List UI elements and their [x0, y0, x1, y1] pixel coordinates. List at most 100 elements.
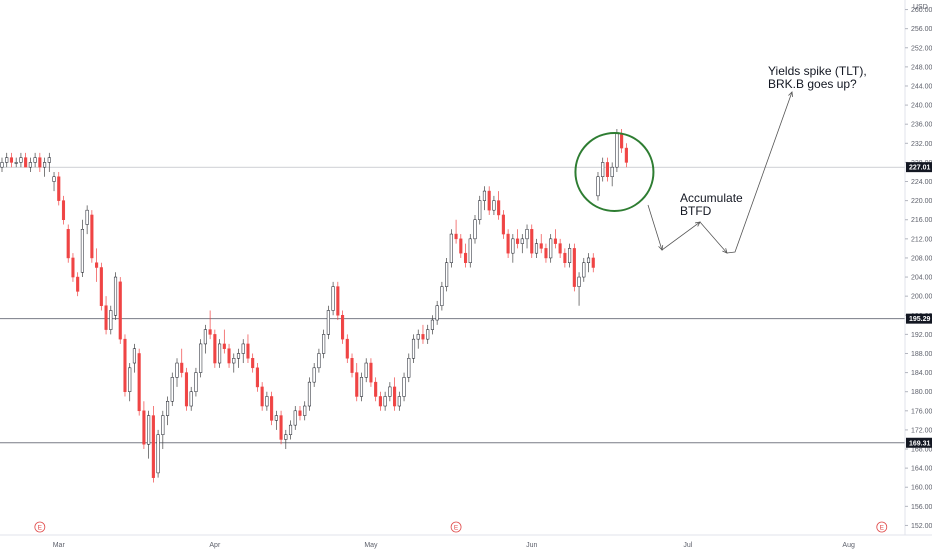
- y-tick-label: 244.00: [911, 83, 932, 90]
- candle-body: [90, 214, 94, 259]
- candle-body: [326, 310, 330, 335]
- candle: [610, 162, 614, 187]
- candle-body: [170, 377, 174, 402]
- candle-body: [222, 343, 226, 349]
- price-tag: [906, 437, 932, 448]
- price-tag-label: 195.29: [909, 316, 931, 323]
- candle-body: [38, 157, 42, 168]
- candle: [516, 229, 520, 249]
- candle: [142, 401, 146, 450]
- candle: [232, 353, 236, 373]
- x-tick-label: Aug: [842, 542, 855, 549]
- candle: [473, 214, 477, 244]
- candle-body: [123, 338, 127, 392]
- earnings-circle: [450, 521, 462, 533]
- candle: [14, 157, 18, 168]
- candle: [274, 410, 278, 430]
- candle: [497, 191, 501, 220]
- candle-body: [620, 133, 624, 149]
- candle-body: [33, 157, 37, 163]
- earnings-marker[interactable]: E: [34, 521, 46, 533]
- candle-body: [251, 358, 255, 369]
- candle: [534, 238, 539, 258]
- candle: [435, 300, 439, 325]
- candle-body: [383, 396, 387, 407]
- candle-body: [563, 252, 567, 263]
- annotation-layer: Accumulate BTFD Yields spike (TLT), BRK.B g…: [574, 64, 867, 254]
- time-axis[interactable]: MarAprMayJunJulAugSepOctNovDec2021FebMar: [53, 542, 932, 549]
- arrowhead-icon: [658, 244, 664, 251]
- candle-body: [468, 238, 472, 263]
- candle: [539, 234, 543, 254]
- candle-body: [14, 162, 18, 164]
- candle: [251, 353, 255, 373]
- candle: [558, 238, 562, 258]
- y-tick-label: 176.00: [911, 408, 932, 415]
- candle: [553, 229, 557, 249]
- level-lines: [0, 166, 905, 444]
- candle: [336, 281, 340, 321]
- candle-body: [516, 238, 520, 244]
- candle: [369, 358, 373, 387]
- candle-body: [166, 401, 170, 416]
- candle: [218, 339, 222, 368]
- candle-body: [393, 386, 397, 407]
- candle-body: [270, 396, 274, 421]
- earnings-marker[interactable]: E: [450, 521, 462, 533]
- candle-body: [71, 257, 75, 278]
- candle-body: [426, 329, 430, 340]
- candle-body: [388, 386, 392, 397]
- candle-body: [24, 157, 28, 168]
- candle: [270, 391, 274, 426]
- candle-body: [355, 372, 359, 397]
- candle-body: [487, 190, 491, 211]
- candle-body: [132, 348, 136, 364]
- price-axis[interactable]: USD 152.00 156.00 160.00 164.00 168.00 172.00 1…: [0, 0, 932, 536]
- candle: [331, 281, 335, 316]
- candle-body: [582, 262, 586, 278]
- y-tick-label: 208.00: [911, 255, 932, 262]
- candle-body: [369, 362, 373, 383]
- candle-body: [435, 305, 439, 321]
- candle: [61, 195, 66, 225]
- y-tick-label: 236.00: [911, 122, 932, 129]
- candle: [33, 152, 37, 168]
- candle: [170, 372, 174, 407]
- candle-body: [586, 257, 591, 263]
- annotation-text[interactable]: Accumulate BTFD: [680, 191, 743, 218]
- candle-body: [568, 248, 572, 263]
- candle: [407, 353, 411, 383]
- candle-body: [76, 276, 80, 292]
- candle: [156, 429, 160, 478]
- price-tag: [906, 162, 932, 173]
- candle-body: [156, 434, 160, 474]
- candle: [208, 310, 212, 340]
- candle-body: [298, 410, 302, 416]
- candle-body: [341, 315, 345, 340]
- candle: [411, 334, 416, 364]
- candle: [449, 229, 453, 268]
- candle-body: [203, 329, 207, 345]
- candle: [76, 272, 80, 297]
- annotation-text[interactable]: Yields spike (TLT), BRK.B goes up?: [768, 64, 867, 91]
- candle-body: [322, 334, 326, 354]
- candle: [189, 386, 193, 411]
- candle: [374, 377, 378, 402]
- candle: [151, 406, 155, 483]
- candle: [544, 243, 548, 263]
- candle-body: [601, 162, 605, 177]
- y-tick-label: 248.00: [911, 64, 932, 71]
- y-tick-label: 152.00: [911, 523, 932, 530]
- candle: [104, 296, 108, 335]
- candle: [355, 363, 359, 402]
- candle-body: [151, 415, 155, 478]
- candle-body: [350, 358, 354, 373]
- candle: [426, 324, 430, 344]
- candle-body: [213, 334, 217, 364]
- candle: [90, 210, 94, 263]
- candle: [463, 243, 468, 268]
- candle: [402, 372, 406, 402]
- candle-body: [336, 286, 340, 316]
- earnings-marker[interactable]: E: [876, 521, 888, 533]
